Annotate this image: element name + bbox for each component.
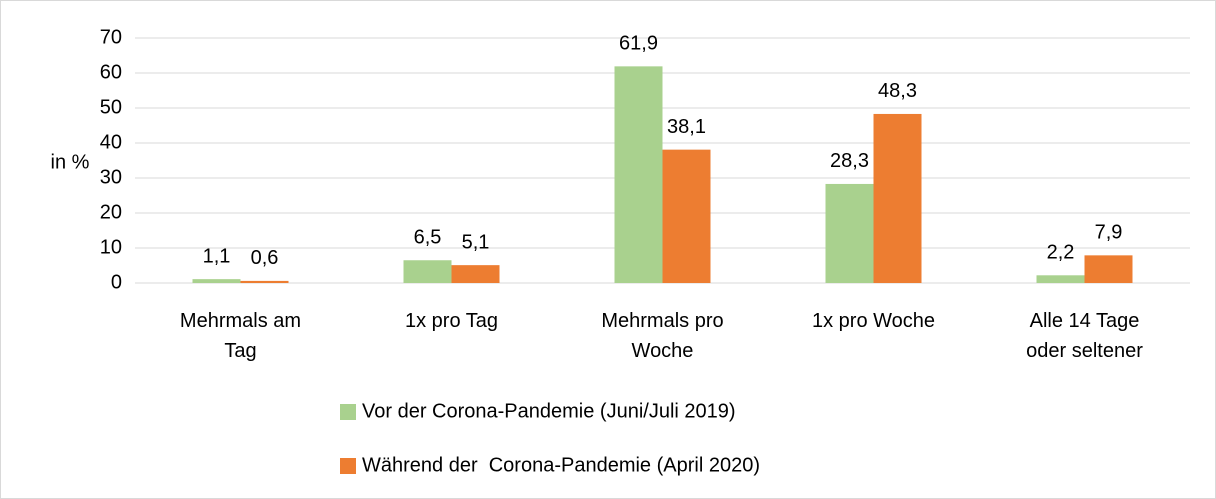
value-label: 28,3 [830,150,869,172]
value-label: 0,6 [251,247,279,269]
y-tick-label: 70 [100,26,122,48]
y-tick-label: 10 [100,236,122,258]
x-tick-label: Alle 14 Tage oder seltener [1026,310,1143,362]
value-label: 61,9 [619,33,658,55]
legend-swatch [340,404,356,420]
value-label: 6,5 [414,227,442,249]
legend-swatch [340,458,356,474]
y-tick-label: 20 [100,201,122,223]
y-tick-label: 40 [100,131,122,153]
value-label: 7,9 [1095,222,1123,244]
legend-label: Vor der Corona-Pandemie (Juni/Juli 2019) [362,400,736,422]
bar [240,280,289,283]
bar [1084,255,1133,283]
x-tick-label: 1x pro Tag [404,310,499,332]
bar [662,149,711,283]
y-tick-label: 60 [100,61,122,83]
bar [1036,275,1085,283]
y-tick-label: 30 [100,166,122,188]
bar [403,260,452,283]
y-tick-label: 0 [111,271,122,293]
value-label: 5,1 [462,231,490,253]
value-label: 48,3 [878,80,917,102]
x-tick-label: Mehrmals am Tag [179,310,302,362]
value-label: 38,1 [667,116,706,138]
bar [192,279,241,283]
value-label: 1,1 [203,245,231,267]
bar [825,183,874,283]
bar [451,265,500,283]
legend-label: Während der Corona-Pandemie (April 2020) [362,454,760,476]
x-tick-label: 1x pro Woche [811,310,936,332]
value-label: 2,2 [1047,242,1075,264]
bar [873,113,922,283]
bar [614,66,663,283]
x-tick-label: Mehrmals pro Woche [601,310,724,362]
y-tick-label: 50 [100,96,122,118]
y-axis-label: in % [51,151,90,173]
